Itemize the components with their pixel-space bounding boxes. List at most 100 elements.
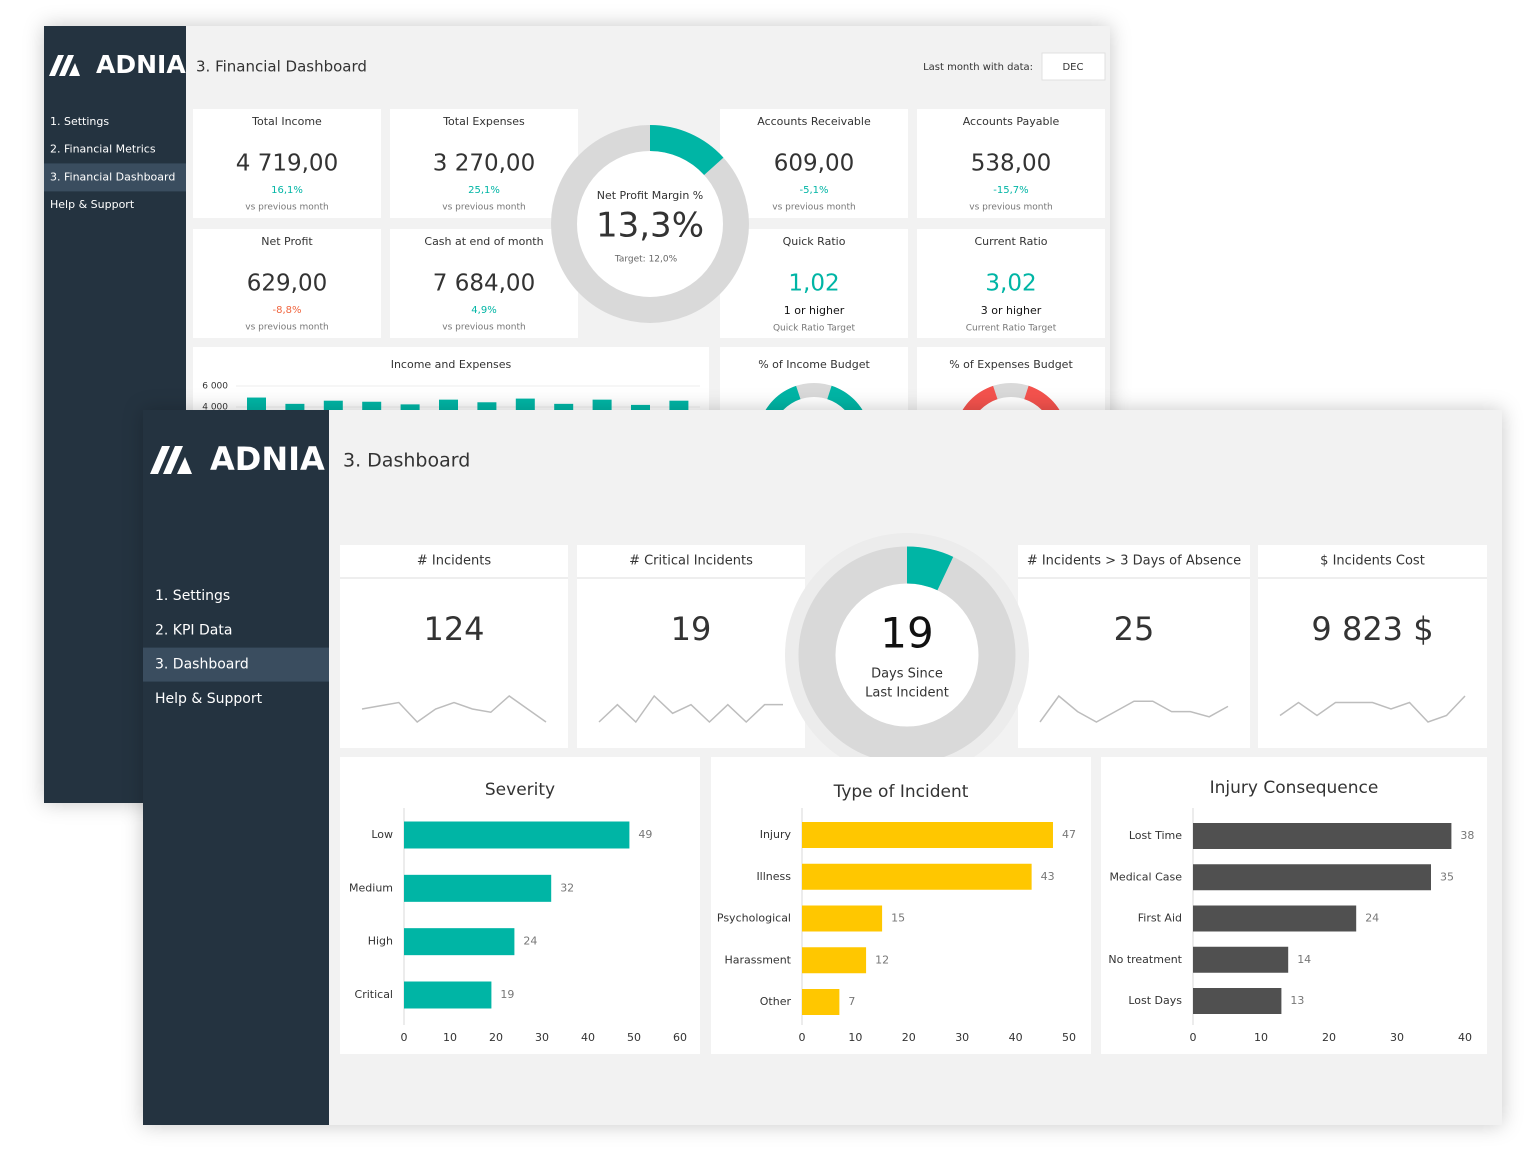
nav-item[interactable]: Help & Support (50, 198, 135, 211)
kpi-note: vs previous month (772, 203, 855, 213)
category-label: Low (371, 828, 393, 841)
ratio-title: Current Ratio (974, 235, 1047, 248)
kpi-value: 538,00 (971, 151, 1051, 177)
kpi-value: 124 (423, 610, 484, 648)
x-tick-label: 50 (1062, 1031, 1076, 1044)
x-tick-label: 40 (581, 1031, 595, 1044)
logo-text: ADNIA (96, 50, 186, 79)
value-label: 24 (1365, 912, 1379, 925)
kpi-change: 16,1% (271, 185, 303, 196)
nav-item[interactable]: 1. Settings (50, 115, 109, 128)
income-y-tick: 6 000 (202, 382, 228, 392)
kpi-title: Cash at end of month (424, 235, 543, 248)
kpi-title: # Critical Incidents (629, 554, 753, 569)
x-tick-label: 30 (1390, 1031, 1404, 1044)
days-label: Days Since (871, 667, 943, 682)
days-arc (907, 546, 954, 591)
nav-active (143, 647, 329, 682)
bar (404, 928, 515, 956)
x-tick-label: 0 (1190, 1031, 1197, 1044)
kpi-note: vs previous month (969, 203, 1052, 213)
x-tick-label: 20 (902, 1031, 916, 1044)
kpi-change: -15,7% (993, 185, 1028, 196)
x-tick-label: 60 (673, 1031, 687, 1044)
category-label: Other (760, 995, 792, 1008)
value-label: 14 (1297, 953, 1311, 966)
kpi-title: Accounts Receivable (757, 115, 871, 128)
value-label: 19 (500, 988, 514, 1001)
margin-target: Target: 12,0% (614, 255, 678, 265)
back-logo-icon (49, 55, 80, 76)
ratio-card (720, 229, 908, 338)
category-label: No treatment (1108, 953, 1182, 966)
x-tick-label: 10 (443, 1031, 457, 1044)
bar (802, 905, 883, 932)
last-month-value: DEC (1062, 62, 1083, 73)
front-logo-icon (150, 446, 192, 474)
value-label: 38 (1460, 829, 1474, 842)
bar (802, 822, 1053, 848)
sparkline (361, 695, 547, 723)
kpi-change: -8,8% (272, 305, 301, 316)
ratio-note: Quick Ratio Target (773, 324, 856, 334)
nav-item[interactable]: 2. Financial Metrics (50, 143, 156, 156)
nav-item[interactable]: Help & Support (155, 691, 263, 707)
kpi-note: vs previous month (245, 203, 328, 213)
ratio-target: 1 or higher (784, 304, 845, 317)
x-tick-label: 50 (627, 1031, 641, 1044)
kpi-card (193, 229, 381, 338)
margin-title: Net Profit Margin % (597, 189, 704, 202)
chart-title: Severity (485, 780, 555, 800)
nav-item[interactable]: 3. Dashboard (155, 657, 249, 673)
x-tick-label: 0 (799, 1031, 806, 1044)
front-sidebar (143, 410, 329, 1125)
chart-card (711, 757, 1091, 1054)
x-tick-label: 10 (848, 1031, 862, 1044)
x-tick-label: 40 (1009, 1031, 1023, 1044)
x-tick-label: 10 (1254, 1031, 1268, 1044)
kpi-card (193, 109, 381, 218)
kpi-note: vs previous month (442, 203, 525, 213)
kpi-card (390, 109, 578, 218)
value-label: 7 (848, 995, 855, 1008)
value-label: 32 (560, 881, 574, 894)
margin-arc (650, 125, 724, 176)
kpi-change: 4,9% (471, 305, 496, 316)
kpi-value: 19 (671, 610, 712, 648)
chart-card (340, 757, 700, 1054)
ratio-card (917, 229, 1105, 338)
value-label: 43 (1041, 870, 1055, 883)
income-title: Income and Expenses (391, 358, 512, 371)
page-title: 3. Dashboard (343, 450, 470, 472)
kpi-value: 7 684,00 (433, 271, 535, 297)
kpi-change: 25,1% (468, 185, 500, 196)
nav-item[interactable]: 1. Settings (155, 588, 230, 604)
kpi-value: 9 823 $ (1311, 610, 1433, 648)
category-label: Lost Time (1129, 829, 1182, 842)
bar (1193, 905, 1357, 932)
sparkline (1039, 694, 1229, 723)
x-tick-label: 30 (955, 1031, 969, 1044)
bar (404, 821, 630, 849)
category-label: First Aid (1138, 912, 1182, 925)
ratio-note: Current Ratio Target (966, 324, 1057, 334)
nav-item[interactable]: 2. KPI Data (155, 622, 232, 638)
value-label: 35 (1440, 870, 1454, 883)
days-value: 19 (880, 609, 933, 658)
kpi-note: vs previous month (245, 323, 328, 333)
x-tick-label: 20 (489, 1031, 503, 1044)
kpi-value: 629,00 (247, 271, 327, 297)
kpi-title: # Incidents (417, 554, 491, 569)
sparkline (598, 694, 783, 724)
chart-title: Injury Consequence (1210, 778, 1379, 798)
income-y-tick: 4 000 (202, 403, 228, 413)
value-label: 13 (1290, 994, 1304, 1007)
kpi-value: 4 719,00 (236, 151, 338, 177)
ratio-target: 3 or higher (981, 304, 1042, 317)
kpi-title: Total Expenses (442, 115, 525, 128)
kpi-card (720, 109, 908, 218)
ratio-value: 3,02 (985, 271, 1036, 297)
nav-item[interactable]: 3. Financial Dashboard (50, 170, 175, 183)
page-title: 3. Financial Dashboard (196, 58, 367, 76)
